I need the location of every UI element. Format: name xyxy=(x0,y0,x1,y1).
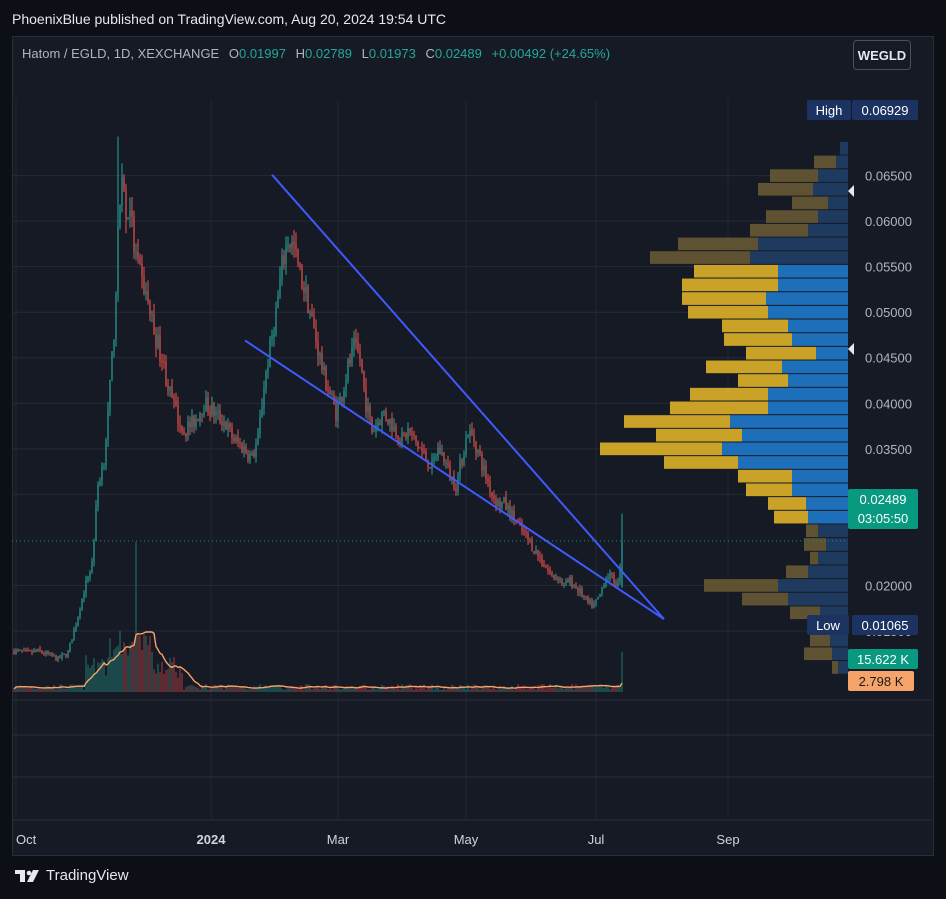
symbol-legend: Hatom / EGLD, 1D, XEXCHANGE O0.01997 H0.… xyxy=(22,46,610,61)
open-value: 0.01997 xyxy=(238,46,286,61)
tradingview-brand: TradingView xyxy=(46,867,129,884)
publish-bar: PhoenixBlue published on TradingView.com… xyxy=(0,0,946,36)
high-label: H xyxy=(295,46,305,61)
low-label: L xyxy=(361,46,369,61)
symbol-name[interactable]: Hatom / EGLD, 1D, XEXCHANGE xyxy=(22,46,220,61)
close-label: C xyxy=(425,46,435,61)
change-value: +0.00492 (+24.65%) xyxy=(491,46,611,61)
footer xyxy=(0,856,946,899)
currency-button[interactable]: WEGLD xyxy=(853,40,911,70)
chart-frame xyxy=(12,36,934,856)
low-value: 0.01973 xyxy=(368,46,416,61)
open-label: O xyxy=(228,46,239,61)
tradingview-logo[interactable]: TradingView xyxy=(14,867,129,884)
close-value: 0.02489 xyxy=(434,46,482,61)
publish-info: PhoenixBlue published on TradingView.com… xyxy=(12,11,447,27)
high-value: 0.02789 xyxy=(305,46,352,61)
tradingview-logo-icon xyxy=(15,869,39,882)
